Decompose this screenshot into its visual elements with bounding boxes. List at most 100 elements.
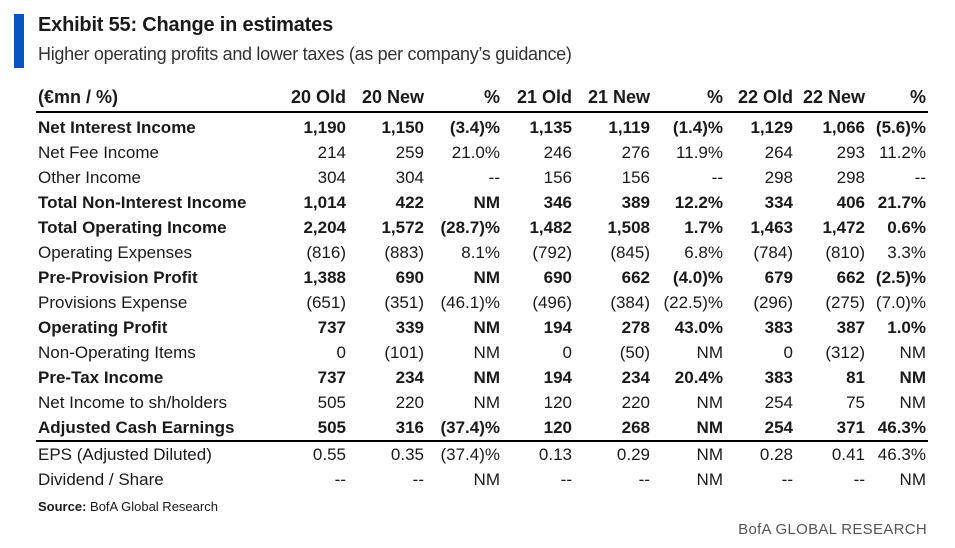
column-header: % — [652, 83, 725, 113]
table-cell: (651) — [306, 293, 346, 312]
table-cell: 1.7% — [684, 218, 723, 237]
table-cell: 383 — [764, 368, 793, 387]
table-cell: (5.6)% — [875, 118, 926, 137]
row-label: Provisions Expense — [38, 293, 188, 312]
table-cell: 1,463 — [750, 218, 793, 237]
table-cell: (22.5)% — [663, 293, 723, 312]
table-cell: NM — [652, 440, 725, 467]
table-row: Adjusted Cash Earnings 505 316 (37.4)% 120 26… — [36, 415, 928, 441]
row-label: Net Income to sh/holders — [38, 393, 227, 412]
brand-watermark: BofA GLOBAL RESEARCH — [738, 521, 927, 538]
table-cell: -- — [914, 168, 926, 187]
table-cell: 194 — [543, 318, 572, 337]
table-cell: 304 — [317, 168, 346, 187]
table-row: Pre-Tax Income 737 234 NM 194 234 20.4% 383 81 NM — [36, 365, 928, 390]
table-cell: 346 — [543, 193, 572, 212]
table-cell: 21.0% — [451, 143, 500, 162]
table-cell: 156 — [621, 168, 650, 187]
table-cell: (2.5)% — [875, 268, 926, 287]
table-row: EPS (Adjusted Diluted) 0.55 0.35 (37.4)% 0.1… — [36, 440, 928, 467]
table-cell: NM — [473, 368, 500, 387]
table-row: Non-Operating Items 0 (101) NM 0 (50) NM 0 (312)… — [36, 340, 928, 365]
table-cell: NM — [473, 318, 500, 337]
table-cell: 21.7% — [877, 193, 926, 212]
table-cell: 0.55 — [284, 440, 348, 467]
table-cell: -- — [781, 470, 793, 489]
table-cell: 0 — [336, 343, 346, 362]
table-cell: 264 — [764, 143, 793, 162]
table-cell: NM — [899, 470, 926, 489]
table-cell: (296) — [753, 293, 793, 312]
table-body: Net Interest Income 1,190 1,150 (3.4)% 1,135… — [36, 112, 928, 492]
table-cell: 220 — [621, 393, 650, 412]
table-cell: 46.3% — [867, 440, 928, 467]
table-row: Dividend / Share -- -- NM -- -- NM -- -- NM — [36, 467, 928, 492]
table-cell: 383 — [764, 318, 793, 337]
table-cell: 387 — [836, 318, 865, 337]
table-cell: 46.3% — [877, 418, 926, 437]
table-cell: 3.3% — [887, 243, 926, 262]
table-cell: 156 — [543, 168, 572, 187]
table-cell: 0.41 — [795, 440, 867, 467]
column-header: 22 New — [795, 83, 867, 113]
table-cell: (816) — [306, 243, 346, 262]
table-cell: 0 — [562, 343, 572, 362]
row-label: Total Non-Interest Income — [38, 193, 247, 212]
table-cell: 81 — [846, 368, 865, 387]
table-cell: 690 — [543, 268, 572, 287]
table-cell: -- — [334, 470, 346, 489]
table-cell: NM — [473, 268, 500, 287]
table-cell: 234 — [395, 368, 424, 387]
table-cell: 259 — [395, 143, 424, 162]
table-cell: 214 — [317, 143, 346, 162]
table-cell: -- — [853, 470, 865, 489]
table-cell: 339 — [395, 318, 424, 337]
table-row: Net Interest Income 1,190 1,150 (3.4)% 1,135… — [36, 112, 928, 140]
table-cell: 75 — [846, 393, 865, 412]
table-cell: 679 — [764, 268, 793, 287]
row-label: Dividend / Share — [38, 470, 164, 489]
row-label: Net Interest Income — [38, 118, 196, 137]
table-cell: 662 — [621, 268, 650, 287]
table-cell: (496) — [532, 293, 572, 312]
table-cell: 298 — [836, 168, 865, 187]
table-cell: 1,190 — [303, 118, 346, 137]
table-cell: (784) — [753, 243, 793, 262]
column-header-label: (€mn / %) — [36, 83, 284, 113]
table-cell: 254 — [764, 418, 793, 437]
table-cell: NM — [899, 368, 926, 387]
table-cell: 505 — [317, 418, 346, 437]
table-cell: (1.4)% — [672, 118, 723, 137]
table-cell: 505 — [317, 393, 346, 412]
table-cell: (46.1)% — [440, 293, 500, 312]
table-cell: 12.2% — [674, 193, 723, 212]
table-cell: 1,508 — [607, 218, 650, 237]
table-cell: 737 — [317, 368, 346, 387]
table-cell: 662 — [836, 268, 865, 287]
table-cell: 298 — [764, 168, 793, 187]
table-cell: 20.4% — [674, 368, 723, 387]
table-cell: (384) — [610, 293, 650, 312]
table-cell: -- — [638, 470, 650, 489]
table-cell: 234 — [621, 368, 650, 387]
row-label: EPS (Adjusted Diluted) — [36, 440, 284, 467]
table-cell: NM — [696, 470, 723, 489]
table-row: Total Operating Income 2,204 1,572 (28.7)% 1… — [36, 215, 928, 240]
table-cell: (312) — [825, 343, 865, 362]
table-row: Pre-Provision Profit 1,388 690 NM 690 662 (4.0… — [36, 265, 928, 290]
table-cell: 6.8% — [684, 243, 723, 262]
table-cell: NM — [473, 343, 500, 362]
source-label: Source: — [38, 499, 87, 514]
table-cell: 422 — [395, 193, 424, 212]
source-text: BofA Global Research — [90, 499, 218, 514]
table-cell: 1,014 — [303, 193, 346, 212]
table-cell: 316 — [395, 418, 424, 437]
column-header: 21 Old — [502, 83, 574, 113]
table-cell: -- — [560, 470, 572, 489]
table-cell: 2,204 — [303, 218, 346, 237]
row-label: Net Fee Income — [38, 143, 159, 162]
table-cell: 268 — [621, 418, 650, 437]
table-cell: 246 — [543, 143, 572, 162]
table-cell: 11.9% — [676, 143, 723, 162]
table-cell: 0.13 — [502, 440, 574, 467]
